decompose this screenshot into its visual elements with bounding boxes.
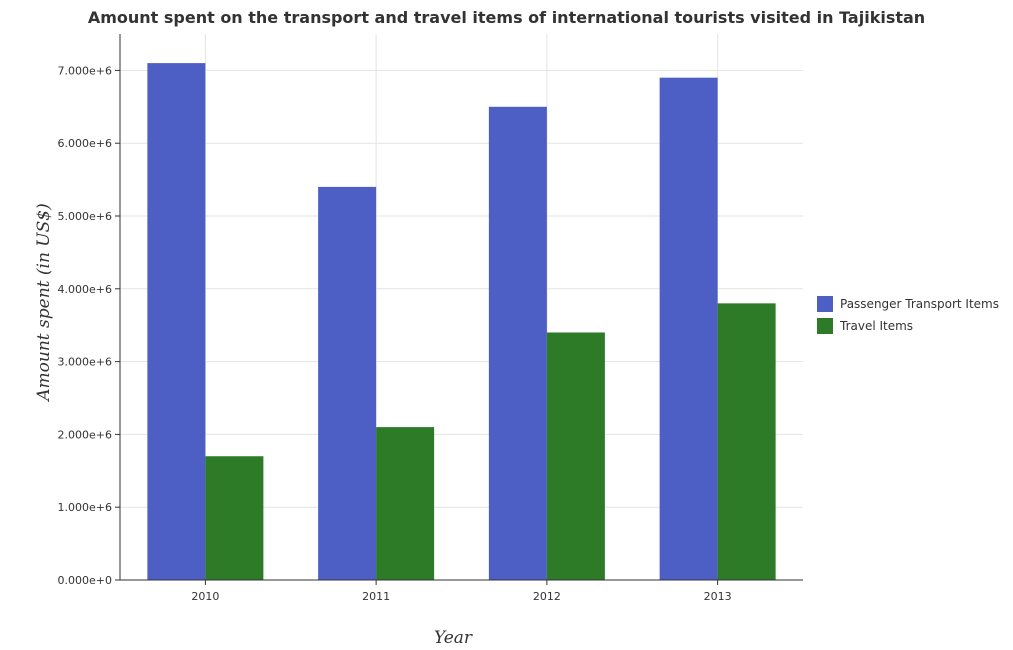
y-tick-label: 6.000e+6 bbox=[58, 137, 112, 150]
bar-passenger-transport-2012 bbox=[488, 106, 547, 581]
y-tick-labels: 0.000e+0 1.000e+6 2.000e+6 3.000e+6 4.000e+6… bbox=[58, 64, 112, 587]
x-tick-label: 2012 bbox=[533, 590, 561, 603]
bar-travel-items-2010 bbox=[205, 456, 264, 580]
bar-travel-items-2012 bbox=[546, 332, 605, 580]
x-tick-labels: 2010 2011 2012 2013 bbox=[191, 590, 731, 603]
x-axis-title: Year bbox=[434, 628, 473, 648]
x-tick-label: 2013 bbox=[704, 590, 732, 603]
bar-passenger-transport-2011 bbox=[318, 186, 377, 580]
bar-passenger-transport-2013 bbox=[659, 77, 718, 581]
legend-swatch-passenger-transport bbox=[817, 296, 833, 312]
legend-swatch-travel-items bbox=[817, 318, 833, 334]
y-tick-label: 3.000e+6 bbox=[58, 356, 112, 369]
y-tick-label: 5.000e+6 bbox=[58, 210, 112, 223]
chart-title: Amount spent on the transport and travel… bbox=[87, 8, 926, 27]
y-tick-label: 0.000e+0 bbox=[58, 574, 112, 587]
x-tick-label: 2011 bbox=[362, 590, 390, 603]
bar-passenger-transport-2010 bbox=[147, 63, 206, 581]
y-tick-label: 1.000e+6 bbox=[58, 501, 112, 514]
bars bbox=[147, 63, 776, 581]
legend-label-passenger-transport: Passenger Transport Items bbox=[840, 297, 999, 311]
axes bbox=[115, 34, 803, 585]
y-tick-label: 4.000e+6 bbox=[58, 283, 112, 296]
bar-travel-items-2011 bbox=[376, 427, 435, 580]
y-tick-label: 2.000e+6 bbox=[58, 428, 112, 441]
legend-label-travel-items: Travel Items bbox=[839, 319, 913, 333]
bar-travel-items-2013 bbox=[717, 303, 776, 580]
legend: Passenger Transport Items Travel Items bbox=[817, 296, 999, 334]
x-tick-label: 2010 bbox=[191, 590, 219, 603]
y-tick-label: 7.000e+6 bbox=[58, 64, 112, 77]
y-axis-title: Amount spent (in US$) bbox=[34, 203, 54, 402]
